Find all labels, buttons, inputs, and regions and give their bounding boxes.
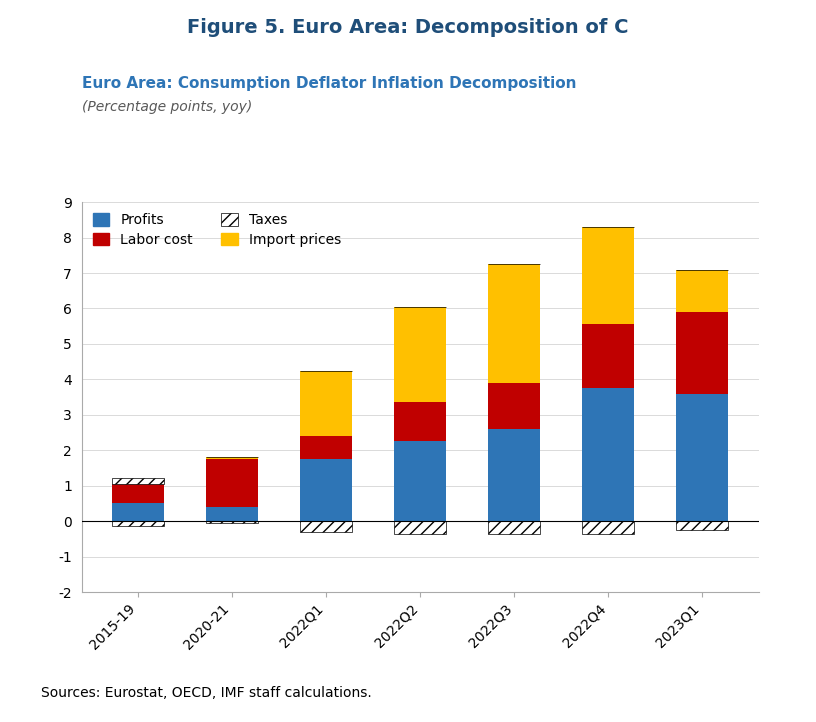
Bar xyxy=(489,521,540,534)
Legend: Profits, Labor cost, Taxes, Import prices: Profits, Labor cost, Taxes, Import price… xyxy=(89,209,345,251)
Bar xyxy=(489,264,540,383)
Bar xyxy=(206,457,258,459)
Bar xyxy=(583,227,634,324)
Text: Figure 5. Euro Area: Decomposition of C: Figure 5. Euro Area: Decomposition of C xyxy=(187,18,629,37)
Bar xyxy=(300,370,352,436)
Text: Euro Area: Consumption Deflator Inflation Decomposition: Euro Area: Consumption Deflator Inflatio… xyxy=(82,76,576,91)
Bar xyxy=(206,459,258,507)
Bar xyxy=(583,521,634,534)
Bar xyxy=(489,429,540,521)
Bar xyxy=(300,521,352,532)
Bar xyxy=(676,521,728,530)
Bar xyxy=(113,477,164,484)
Bar xyxy=(113,503,164,521)
Text: (Percentage points, yoy): (Percentage points, yoy) xyxy=(82,100,252,113)
Bar xyxy=(676,312,728,393)
Text: Sources: Eurostat, OECD, IMF staff calculations.: Sources: Eurostat, OECD, IMF staff calcu… xyxy=(41,687,371,700)
Bar xyxy=(676,393,728,521)
Bar xyxy=(300,459,352,521)
Bar xyxy=(113,484,164,503)
Bar xyxy=(583,324,634,388)
Bar xyxy=(300,436,352,459)
Bar xyxy=(206,507,258,521)
Bar xyxy=(206,521,258,523)
Bar xyxy=(489,383,540,429)
Bar xyxy=(394,402,446,441)
Bar xyxy=(394,521,446,534)
Bar xyxy=(676,269,728,312)
Bar xyxy=(583,388,634,521)
Bar xyxy=(113,521,164,526)
Bar xyxy=(394,307,446,402)
Bar xyxy=(394,441,446,521)
